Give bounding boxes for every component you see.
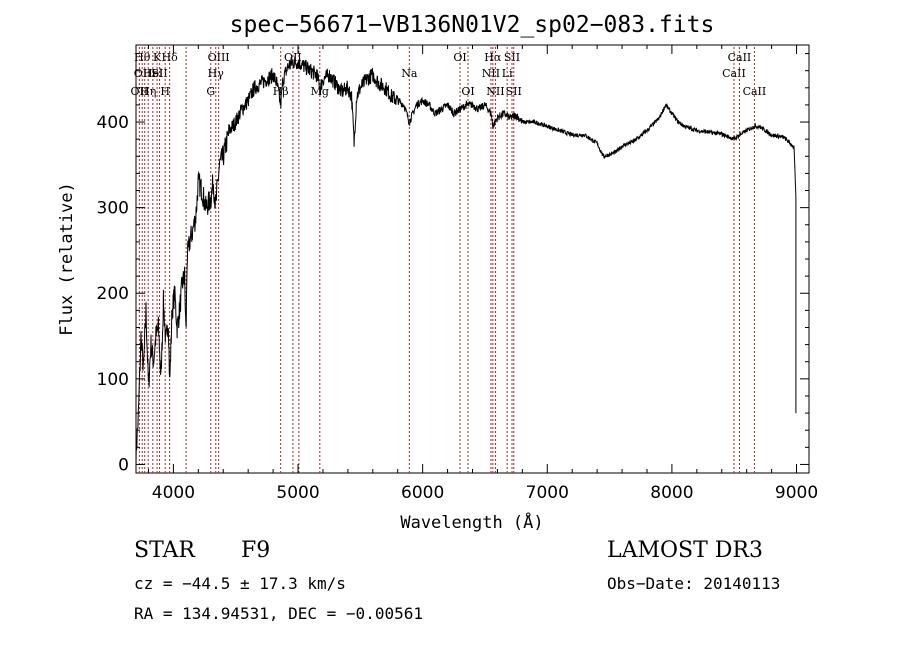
spectral-line-label: Hα — [484, 51, 502, 64]
spectral-line-label: H — [160, 85, 170, 98]
y-tick-label: 0 — [118, 455, 129, 475]
spectral-line-label: CaII — [728, 51, 752, 64]
plot-frame — [135, 44, 810, 474]
spectral-line-label: Hγ — [208, 67, 225, 80]
axis-ticks: 4000 5000 6000 7000 8000 9000 0 100 200 300 400 — [97, 45, 818, 503]
y-axis-label: Flux (relative) — [57, 182, 77, 336]
spectral-line-label: OI — [453, 51, 466, 64]
x-tick-label: 4000 — [152, 483, 195, 503]
spectral-line-label: NII — [486, 85, 504, 98]
spectral-line-label: Hθ — [134, 51, 151, 64]
spectral-line-label: OII — [284, 51, 302, 64]
object-class: STAR — [134, 538, 195, 563]
coordinates-readout: RA = 134.94531, DEC = −0.00561 — [134, 604, 423, 623]
spectral-line-label: SII — [506, 85, 522, 98]
x-tick-label: 8000 — [650, 483, 693, 503]
x-axis-label: Wavelength (Å) — [400, 511, 543, 533]
y-tick-label: 300 — [97, 199, 129, 219]
spectral-line-label: SII — [151, 67, 167, 80]
spectral-line-label: OII — [131, 85, 149, 98]
spectral-line-label: OIII — [208, 51, 230, 64]
x-tick-label: 9000 — [775, 483, 818, 503]
x-tick-label: 5000 — [276, 483, 319, 503]
spectral-line-label: NII — [482, 67, 500, 80]
y-tick-label: 200 — [97, 284, 129, 304]
spectrum-line — [135, 56, 797, 468]
chart-title: spec−56671−VB136N01V2_sp02−083.fits — [230, 12, 715, 38]
spectral-line-label: Hβ — [273, 85, 289, 98]
spectral-line-label: Na — [401, 67, 418, 80]
spectral-line-label: SII — [504, 51, 520, 64]
spectral-line-label: Hel — [143, 67, 163, 80]
redshift-readout: cz = −44.5 ± 17.3 km/s — [134, 574, 346, 593]
y-tick-label: 100 — [97, 370, 129, 390]
spectral-line-label: Hη — [140, 85, 156, 98]
spectral-line-label: K — [153, 51, 162, 64]
spectral-line-markers: OIIHθOIIIHηHelKSIIHHδGHγOIIIHβOIIMgNaOIO… — [131, 47, 767, 473]
spectral-line-label: CaII — [722, 67, 746, 80]
spectral-line-label: CaII — [743, 85, 767, 98]
survey-name: LAMOST DR3 — [607, 538, 763, 563]
spectral-line-label: OI — [461, 85, 474, 98]
obs-date: Obs−Date: 20140113 — [607, 574, 781, 593]
spectral-line-label: Hδ — [162, 51, 179, 64]
y-tick-label: 400 — [97, 113, 129, 133]
spectral-line-label: G — [206, 85, 215, 98]
subclass: F9 — [241, 538, 271, 563]
spectral-line-label: Li — [502, 67, 513, 80]
x-tick-label: 6000 — [401, 483, 444, 503]
x-tick-label: 7000 — [526, 483, 569, 503]
